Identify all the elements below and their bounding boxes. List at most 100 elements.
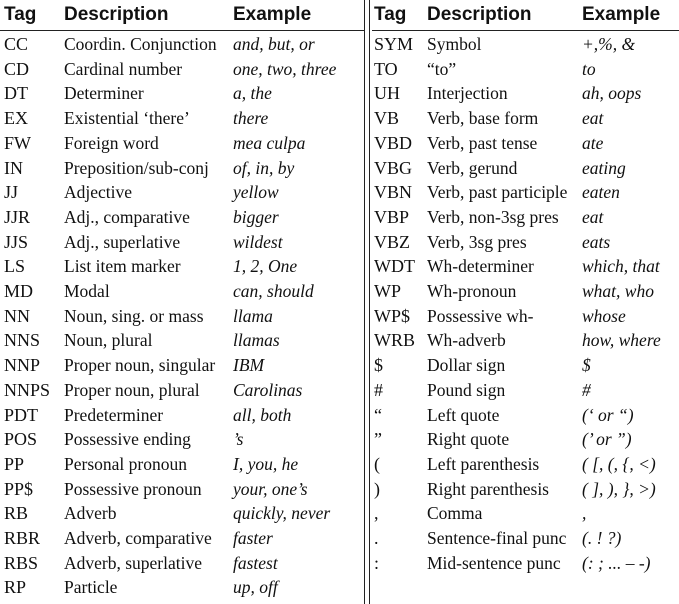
table-row: ” Right quote (’ or ”)	[372, 427, 679, 452]
description-cell: Verb, non-3sg pres	[427, 206, 559, 227]
table-row: CC Coordin. Conjunction and, but, or	[0, 32, 365, 57]
description-cell: Personal pronoun	[64, 453, 187, 474]
example-cell: bigger	[233, 206, 279, 227]
table-row: . Sentence-final punc (. ! ?)	[372, 526, 679, 551]
tag-cell: EX	[4, 108, 28, 129]
tag-cell: NNP	[4, 355, 41, 376]
example-cell: eat	[582, 108, 604, 129]
example-cell: (. ! ?)	[582, 528, 622, 548]
table-row: VBN Verb, past participle eaten	[372, 180, 679, 205]
description-cell: Verb, base form	[427, 108, 539, 129]
table-row: WDT Wh-determiner which, that	[372, 254, 679, 279]
table-row: PP Personal pronoun I, you, he	[0, 452, 365, 477]
example-cell: there	[233, 108, 269, 129]
description-cell: Symbol	[427, 34, 482, 54]
example-cell: ate	[582, 132, 604, 153]
tag-cell: MD	[4, 281, 34, 301]
table-row: (Left parenthesis ( [, (, {, <)	[372, 452, 679, 477]
example-cell: (‘ or “)	[582, 404, 634, 425]
example-cell: ( ], ), }, >)	[582, 478, 656, 499]
tag-cell: WP	[374, 281, 401, 301]
description-cell: Determiner	[64, 83, 144, 104]
description-cell: Dollar sign	[427, 355, 506, 376]
tag-cell: RBS	[4, 552, 39, 573]
tag-cell: WP$	[374, 305, 410, 326]
tag-cell: JJS	[4, 231, 29, 252]
description-cell: Left quote	[427, 404, 500, 425]
table-row: SYM Symbol +,%, &	[372, 32, 679, 57]
table-row: FW Foreign word mea culpa	[0, 131, 365, 156]
example-cell: fastest	[233, 552, 278, 573]
description-cell: Noun, sing. or mass	[64, 305, 204, 326]
tag-cell: ,	[374, 503, 379, 524]
tag-cell: VB	[374, 108, 400, 129]
table-row: POS Possessive ending ’s	[0, 427, 365, 452]
description-cell: Noun, plural	[64, 330, 153, 351]
description-cell: Adjective	[64, 182, 133, 203]
example-cell: I, you, he	[233, 453, 299, 474]
tag-cell: RBR	[4, 528, 41, 548]
description-cell: Verb, past participle	[427, 182, 568, 203]
description-cell: Right parenthesis	[427, 478, 549, 499]
table-row: EX Existential ‘there’ there	[0, 106, 365, 131]
tag-cell: (	[374, 453, 380, 474]
table-row: PDT Predeterminer all, both	[0, 403, 365, 428]
example-cell: how, where	[582, 330, 661, 351]
left-header-tag: Tag	[4, 4, 37, 25]
tag-cell: )	[374, 478, 380, 499]
tag-cell: NN	[4, 305, 30, 326]
example-cell: all, both	[233, 404, 292, 425]
description-cell: Adverb, superlative	[64, 552, 203, 573]
table-row: VBP Verb, non-3sg pres eat	[372, 205, 679, 230]
table-row: : Mid-sentence punc (: ; ... – -)	[372, 551, 679, 576]
description-cell: Particle	[64, 577, 118, 598]
tag-cell: RP	[4, 577, 27, 598]
example-cell: what, who	[582, 281, 654, 301]
table-row: JJR Adj., comparative bigger	[0, 205, 365, 230]
column-divider-right	[369, 0, 370, 604]
table-row: LS List item marker 1, 2, One	[0, 254, 365, 279]
table-row: VBD Verb, past tense ate	[372, 131, 679, 156]
description-cell: “to”	[427, 58, 457, 79]
description-cell: Cardinal number	[64, 58, 183, 79]
description-cell: Adverb	[64, 503, 117, 524]
table-row: CD Cardinal number one, two, three	[0, 57, 365, 82]
tag-cell: VBN	[374, 182, 413, 203]
tag-cell: PP$	[4, 478, 34, 499]
example-cell: eaten	[582, 182, 620, 203]
example-cell: your, one’s	[233, 478, 308, 499]
description-cell: List item marker	[64, 256, 181, 277]
table-row: RP Particle up, off	[0, 575, 365, 600]
example-cell: #	[582, 379, 591, 400]
tag-cell: NNS	[4, 330, 41, 351]
table-row: VB Verb, base form eat	[372, 106, 679, 131]
tag-cell: CD	[4, 58, 30, 79]
description-cell: Sentence-final punc	[427, 528, 567, 548]
example-cell: ( [, (, {, <)	[582, 453, 656, 474]
description-cell: Possessive ending	[64, 429, 191, 450]
table-row: RBS Adverb, superlative fastest	[0, 551, 365, 576]
description-cell: Preposition/sub-conj	[64, 157, 209, 178]
table-row: UH Interjection ah, oops	[372, 81, 679, 106]
table-row: WP$ Possessive wh-whose	[372, 304, 679, 329]
description-cell: Pound sign	[427, 379, 506, 400]
example-cell: to	[582, 58, 596, 79]
description-cell: Verb, gerund	[427, 157, 518, 178]
example-cell: llamas	[233, 330, 280, 351]
tag-cell: POS	[4, 429, 38, 450]
right-table: Tag Description Example SYM Symbol +,%, & T…	[372, 0, 679, 604]
table-row: NNPS Proper noun, plural Carolinas	[0, 378, 365, 403]
example-cell: yellow	[233, 182, 279, 203]
description-cell: Coordin. Conjunction	[64, 34, 217, 54]
tag-cell: PDT	[4, 404, 39, 425]
tag-cell: NNPS	[4, 379, 51, 400]
example-cell: ’s	[233, 429, 244, 450]
example-cell: +,%, &	[582, 34, 636, 54]
description-cell: Wh-determiner	[427, 256, 534, 277]
tag-cell: DT	[4, 83, 28, 104]
description-cell: Existential ‘there’	[64, 108, 190, 129]
table-row: DT Determiner a, the	[0, 81, 365, 106]
table-row: NNS Noun, plural llamas	[0, 328, 365, 353]
description-cell: Comma	[427, 503, 483, 524]
tag-cell: UH	[374, 83, 400, 104]
